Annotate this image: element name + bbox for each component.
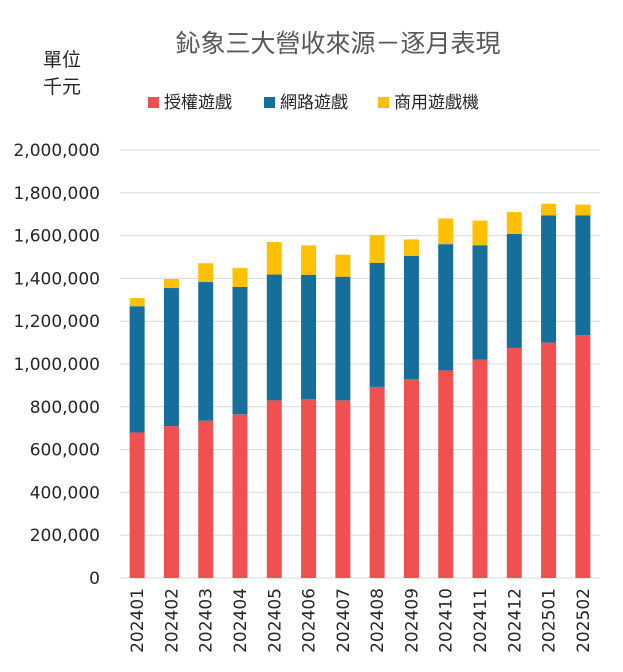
y-axis-ticks: 0 200,000 400,000 600,000 800,000 1,000,000 1,… — [13, 141, 100, 589]
bar-segment — [403, 239, 419, 256]
bar-segment — [541, 342, 557, 578]
bar-segment — [575, 215, 591, 336]
bars — [129, 203, 591, 578]
y-tick-label: 600,000 — [30, 441, 100, 461]
bar-segment — [472, 359, 488, 578]
bar-segment — [266, 400, 282, 578]
x-tick-label: 202501 — [540, 588, 560, 653]
x-tick-label: 202405 — [265, 588, 285, 653]
y-tick-label: 1,800,000 — [13, 184, 100, 204]
x-tick-label: 202403 — [197, 588, 217, 653]
bar-segment — [472, 220, 488, 246]
unit-label-line-1: 單位 — [43, 49, 81, 71]
bar-segment — [266, 274, 282, 401]
y-tick-label: 2,000,000 — [13, 141, 100, 161]
y-tick-label: 1,000,000 — [13, 355, 100, 375]
x-tick-label: 202408 — [368, 588, 388, 653]
bar-segment — [438, 370, 454, 578]
bar-segment — [403, 378, 419, 578]
y-tick-label: 0 — [89, 569, 100, 589]
x-tick-label: 202411 — [471, 588, 491, 653]
bar-segment — [232, 414, 248, 578]
unit-label-line-2: 千元 — [43, 76, 81, 98]
bar-segment — [369, 234, 385, 263]
x-tick-label: 202409 — [402, 588, 422, 653]
bar-segment — [472, 245, 488, 360]
bar-segment — [438, 244, 454, 371]
bar-segment — [506, 347, 522, 578]
bar-segment — [369, 262, 385, 387]
bar-segment — [301, 399, 317, 578]
bar-segment — [575, 335, 591, 578]
bar-segment — [163, 279, 179, 289]
bar-segment — [541, 215, 557, 343]
bar-segment — [163, 426, 179, 578]
bar-segment — [163, 288, 179, 427]
bar-segment — [129, 306, 145, 433]
x-tick-label: 202502 — [574, 588, 594, 653]
bar-segment — [266, 242, 282, 275]
bar-segment — [198, 420, 214, 578]
x-tick-label: 202412 — [505, 588, 525, 653]
bar-segment — [335, 254, 351, 277]
bar-segment — [129, 298, 145, 307]
x-tick-label: 202404 — [231, 588, 251, 653]
bar-segment — [335, 276, 351, 401]
x-axis-ticks: 202401 202402 202403 202404 202405 202406 2024… — [128, 588, 594, 653]
legend-label: 授權遊戲 — [164, 93, 232, 113]
bar-segment — [198, 263, 214, 283]
legend-label: 商用遊戲機 — [394, 93, 479, 113]
legend-swatch — [264, 97, 275, 108]
x-tick-label: 202407 — [334, 588, 354, 653]
y-tick-label: 1,400,000 — [13, 269, 100, 289]
y-tick-label: 800,000 — [30, 398, 100, 418]
bar-segment — [301, 274, 317, 400]
x-tick-label: 202410 — [437, 588, 457, 653]
bar-segment — [232, 286, 248, 415]
y-tick-label: 400,000 — [30, 483, 100, 503]
y-tick-label: 1,200,000 — [13, 312, 100, 332]
bar-segment — [506, 212, 522, 234]
x-tick-label: 202401 — [128, 588, 148, 653]
bar-segment — [232, 268, 248, 287]
bar-segment — [369, 386, 385, 578]
legend-swatch — [378, 97, 389, 108]
bar-segment — [575, 204, 591, 216]
bar-segment — [506, 233, 522, 348]
chart-title: 鈊象三大營收來源－逐月表現 — [175, 29, 500, 58]
bar-segment — [438, 218, 454, 245]
bar-segment — [129, 432, 145, 578]
x-tick-label: 202402 — [162, 588, 182, 653]
legend-label: 網路遊戲 — [280, 93, 348, 113]
legend: 授權遊戲 網路遊戲 商用遊戲機 — [148, 93, 479, 113]
bar-segment — [301, 245, 317, 275]
bar-segment — [198, 282, 214, 421]
x-tick-label: 202406 — [300, 588, 320, 653]
y-tick-label: 200,000 — [30, 526, 100, 546]
bar-segment — [335, 400, 351, 578]
y-tick-label: 1,600,000 — [13, 227, 100, 247]
bar-segment — [541, 203, 557, 216]
bar-segment — [403, 255, 419, 379]
legend-swatch — [148, 97, 159, 108]
gridlines — [120, 149, 600, 579]
